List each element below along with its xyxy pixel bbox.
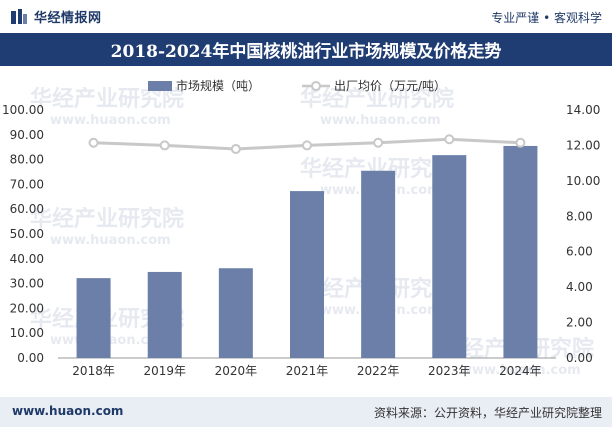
line-point <box>373 137 384 148</box>
chart-title: 2018-2024年中国核桃油行业市场规模及价格走势 <box>0 33 612 66</box>
y-left-tick-label: 80.00 <box>10 153 44 167</box>
legend: 市场规模（吨） 出厂均价（万元/吨） <box>148 78 446 93</box>
line-point <box>515 137 526 148</box>
header: 华经情报网 专业严谨 • 客观科学 <box>0 0 612 33</box>
line-series <box>88 134 526 154</box>
x-tick-label: 2023年 <box>428 364 471 378</box>
tagline: 专业严谨 • 客观科学 <box>491 11 602 25</box>
line-point <box>159 140 170 151</box>
x-tick-label: 2019年 <box>143 364 186 378</box>
legend-line-label: 出厂均价（万元/吨） <box>334 79 446 93</box>
brand-name: 华经情报网 <box>34 11 102 26</box>
y-right-tick-label: 10.00 <box>566 174 600 188</box>
watermark-url: www.huaon.com <box>320 113 441 128</box>
bar-market-size <box>147 271 182 358</box>
y-left-tick-label: 40.00 <box>10 252 44 266</box>
y-left-tick-label: 0.00 <box>17 351 44 365</box>
watermark-url: www.huaon.com <box>460 363 581 378</box>
legend-bar-label: 市场规模（吨） <box>176 78 260 93</box>
y-left-tick-label: 20.00 <box>10 301 44 315</box>
y-left-tick-label: 50.00 <box>10 227 44 241</box>
y-right-tick-label: 0.00 <box>566 351 593 365</box>
line-point <box>230 143 241 154</box>
bar-series <box>76 145 538 358</box>
x-tick-label: 2022年 <box>357 364 400 378</box>
watermark-url: www.huaon.com <box>50 233 171 248</box>
x-tick-label: 2021年 <box>286 364 329 378</box>
x-tick-label: 2018年 <box>72 364 115 378</box>
y-right-tick-label: 14.00 <box>566 103 600 117</box>
y-right-tick-label: 8.00 <box>566 209 593 223</box>
bar-market-size <box>290 191 324 358</box>
bar-market-size <box>503 145 538 358</box>
bar-market-size <box>361 170 396 358</box>
y-right-tick-label: 2.00 <box>566 316 593 330</box>
legend-line-marker <box>311 81 321 91</box>
bar-market-size <box>76 278 111 358</box>
y-left-tick-label: 30.00 <box>10 277 44 291</box>
y-left-tick-label: 90.00 <box>10 128 44 142</box>
bar-market-size <box>218 268 253 358</box>
y-right-tick-label: 6.00 <box>566 245 593 259</box>
watermark-url: www.huaon.com <box>50 113 171 128</box>
x-tick-label: 2024年 <box>499 364 542 378</box>
watermark-text: 华经产业研究院 <box>300 86 454 112</box>
axes: 0.00 10.00 20.00 30.00 40.00 50.00 60.00 70.00 8… <box>2 103 600 378</box>
line-point <box>88 137 99 148</box>
line-point <box>302 140 312 151</box>
x-tick-label: 2020年 <box>215 364 258 378</box>
bar-market-size <box>432 155 467 358</box>
y-left-tick-label: 70.00 <box>10 177 44 191</box>
brand-logo-icon <box>11 8 27 24</box>
y-left-tick-label: 10.00 <box>10 326 44 340</box>
y-left-tick-label: 100.00 <box>2 103 44 117</box>
brand[interactable]: 华经情报网 <box>10 7 102 26</box>
legend-bar-swatch <box>148 81 172 91</box>
footer-source: 资料来源：公开资料，华经产业研究院整理 <box>373 406 602 420</box>
footer: www.huaon.com 资料来源：公开资料，华经产业研究院整理 <box>0 397 612 427</box>
line-point <box>444 134 455 145</box>
chart: 华经产业研究院www.huaon.com华经产业研究院www.huaon.com… <box>2 78 600 378</box>
y-right-tick-label: 4.00 <box>566 280 593 294</box>
footer-website[interactable]: www.huaon.com <box>12 404 124 418</box>
y-left-tick-label: 60.00 <box>10 202 44 216</box>
watermark-text: 华经产业研究院 <box>30 206 184 232</box>
y-right-tick-label: 12.00 <box>566 138 600 152</box>
